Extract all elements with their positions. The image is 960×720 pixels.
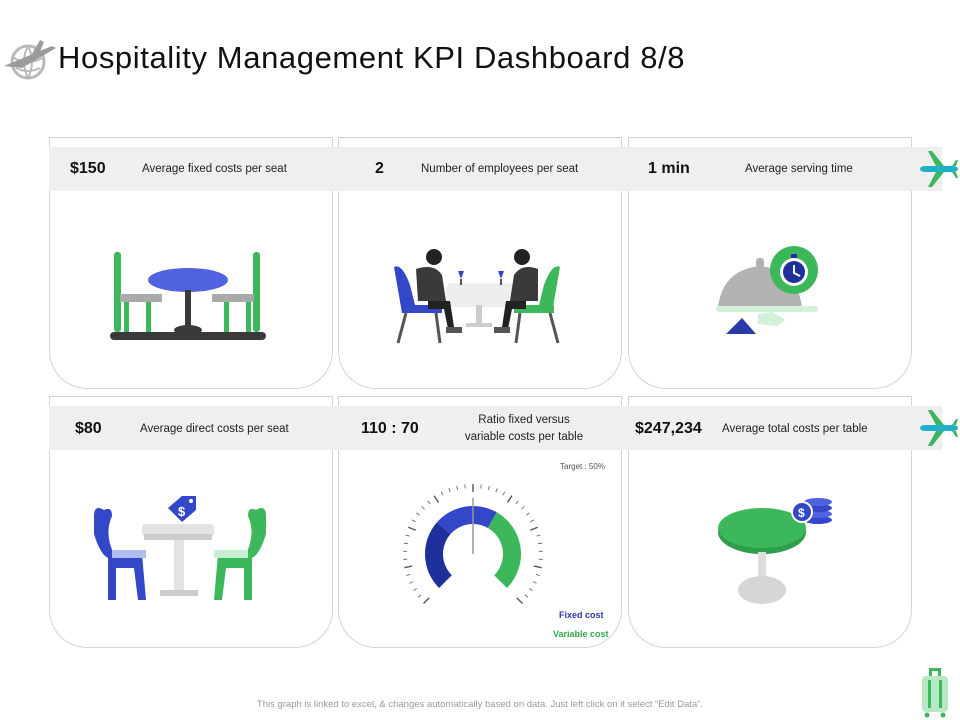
legend-variable-cost: Variable cost xyxy=(553,629,609,639)
gauge-tick xyxy=(409,581,414,584)
kpi-label: Ratio fixed versus variable costs per ta… xyxy=(434,412,614,446)
globe-plane-icon xyxy=(4,40,56,80)
gauge-fixed-cost-arc xyxy=(425,522,452,588)
svg-text:$: $ xyxy=(798,506,805,520)
legend-fixed-cost: Fixed cost xyxy=(559,610,604,620)
gauge-tick xyxy=(529,588,533,591)
kpi-band-top xyxy=(49,147,942,191)
gauge-tick xyxy=(536,534,541,537)
gauge-tick xyxy=(488,485,490,490)
kpi-value: 2 xyxy=(375,160,384,177)
gauge-tick xyxy=(405,534,410,537)
kpi-label: Average direct costs per seat xyxy=(140,423,289,435)
gauge-tick xyxy=(456,485,458,490)
gauge-tick xyxy=(416,512,420,516)
footer-note: This graph is linked to excel, & changes… xyxy=(256,699,704,710)
gauge-tick xyxy=(433,495,440,503)
gauge-tick xyxy=(516,597,523,604)
gauge-tick xyxy=(515,500,519,505)
dining-table-icon xyxy=(110,252,266,340)
kpi-value: 110 : 70 xyxy=(361,420,419,437)
round-table-coins-icon: $ xyxy=(718,498,832,604)
gauge-tick xyxy=(526,512,530,516)
gauge-tick xyxy=(524,594,529,598)
gauge-tick xyxy=(448,488,451,493)
gauge-tick xyxy=(440,491,444,496)
airplane-icon xyxy=(920,410,958,446)
gauge-tick xyxy=(403,542,408,545)
gauge-tick xyxy=(421,506,425,510)
serving-cloche-icon xyxy=(716,246,818,334)
gauge-icon xyxy=(403,484,543,604)
kpi-label-line: variable costs per table xyxy=(464,431,584,443)
gauge-tick xyxy=(530,526,538,531)
gauge-target-label: Target : 50% xyxy=(560,462,605,471)
gauge-variable-cost-arc xyxy=(487,512,521,588)
airplane-icon xyxy=(920,151,958,187)
gauge-tick xyxy=(538,542,543,545)
gauge-tick xyxy=(533,565,542,569)
svg-text:$: $ xyxy=(178,504,186,519)
kpi-label-line: Ratio fixed versus xyxy=(478,414,570,426)
gauge-tick xyxy=(413,588,417,591)
diners-icon xyxy=(394,249,560,344)
gauge-tick xyxy=(502,491,506,496)
gauge-tick xyxy=(495,488,498,493)
gauge-tick xyxy=(427,500,431,505)
gauge-tick xyxy=(411,519,416,523)
gauge-fixed-cost-arc xyxy=(436,506,497,535)
gauge-tick xyxy=(423,597,430,604)
gauge-tick xyxy=(404,565,413,569)
luggage-icon xyxy=(922,668,948,718)
kpi-value: 1 min xyxy=(648,160,690,177)
kpi-label: Number of employees per seat xyxy=(421,163,579,175)
kpi-band-bottom xyxy=(49,406,942,450)
gauge-tick xyxy=(506,495,513,503)
gauge-tick xyxy=(406,574,411,577)
gauge-tick xyxy=(530,519,535,523)
kpi-value: $247,234 xyxy=(635,420,702,437)
gauge-tick xyxy=(535,574,540,577)
kpi-value: $80 xyxy=(75,420,102,437)
chairs-price-tag-icon: $ xyxy=(94,496,266,600)
gauge-tick xyxy=(532,581,537,584)
kpi-value: $150 xyxy=(70,160,106,177)
gauge-tick xyxy=(417,594,422,598)
gauge-tick xyxy=(521,506,525,510)
kpi-label: Average serving time xyxy=(745,163,853,175)
gauge-tick xyxy=(408,526,416,531)
page-title: Hospitality Management KPI Dashboard 8/8 xyxy=(58,40,686,75)
kpi-label: Average total costs per table xyxy=(722,423,868,435)
kpi-label: Average fixed costs per seat xyxy=(142,163,287,175)
